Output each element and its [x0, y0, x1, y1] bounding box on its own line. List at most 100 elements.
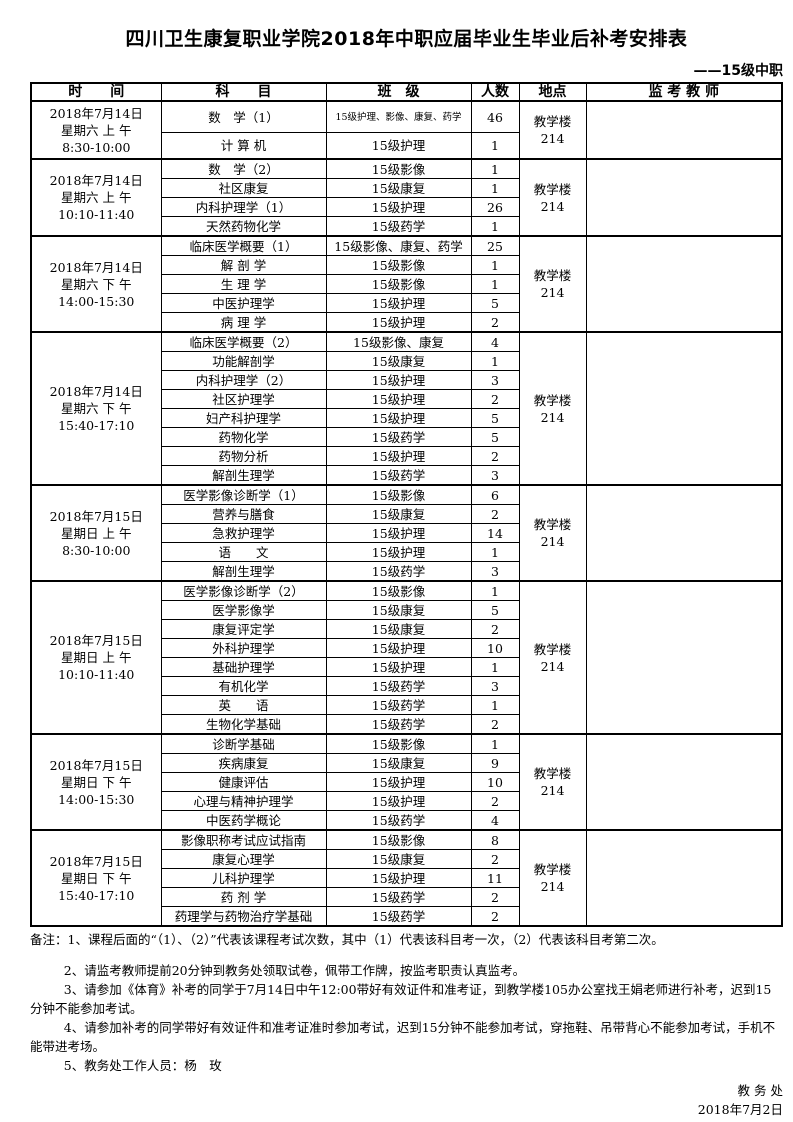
- table-row: 2018年7月14日 星期六 上 午 8:30-10:00 数 学（1） 15级护理、影…: [30, 100, 783, 160]
- subject-cell: 社区康复: [160, 178, 327, 198]
- invigilator-cell[interactable]: [585, 235, 783, 333]
- time-date: 2018年7月14日: [49, 105, 143, 121]
- location-cell: 教学楼214: [518, 100, 587, 160]
- subject-cell: 营养与膳食: [160, 504, 327, 524]
- table-row: 2018年7月14日 星期六 下 午 15:40-17:10 临床医学概要（2） 15级…: [30, 331, 783, 486]
- count-cell: 10: [470, 638, 520, 658]
- invigilator-cell[interactable]: [585, 484, 783, 582]
- class-cell: 15级护理: [325, 657, 472, 677]
- table-row: 语 文 15级护理 1: [31, 542, 782, 562]
- invigilator-cell[interactable]: [585, 733, 783, 831]
- count-cell: 25: [470, 235, 520, 256]
- count-cell: 2: [470, 849, 520, 869]
- subject-cell: 诊断学基础: [160, 733, 327, 754]
- subject-cell: 临床医学概要（2）: [160, 331, 327, 352]
- class-cell: 15级康复: [325, 600, 472, 620]
- subject-cell: 生物化学基础: [160, 714, 327, 735]
- subject-cell: 医学影像学: [160, 600, 327, 620]
- subject-cell: 功能解剖学: [160, 351, 327, 371]
- count-cell: 2: [470, 791, 520, 811]
- class-cell: 15级护理: [325, 791, 472, 811]
- subject-cell: 有机化学: [160, 676, 327, 696]
- count-cell: 5: [470, 427, 520, 447]
- invigilator-cell[interactable]: [585, 158, 783, 237]
- class-cell: 15级护理: [325, 638, 472, 658]
- time-day: 星期六 上 午: [61, 122, 132, 138]
- table-row: 2018年7月15日 星期日 下 午 14:00-15:30 诊断学基础 15级影像 1 教…: [30, 733, 783, 831]
- invigilator-cell[interactable]: [585, 829, 783, 927]
- table-row: 药物分析 15级护理 2: [31, 446, 782, 466]
- signature-office: 教 务 处: [737, 1083, 783, 1098]
- header-count: 人数: [470, 82, 520, 102]
- count-cell: 1: [470, 132, 520, 160]
- subject-cell: 内科护理学（1）: [160, 197, 327, 217]
- class-cell: 15级护理: [325, 312, 472, 333]
- table-row: 2018年7月15日 星期日 上 午 10:10-11:40 医学影像诊断学（2） 15…: [30, 580, 783, 735]
- table-row: 2018年7月15日 星期日 下 午 15:40-17:10 影像职称考试应试指南 15…: [30, 829, 783, 927]
- subject-cell: 影像职称考试应试指南: [160, 829, 327, 850]
- subject-cell: 药理学与药物治疗学基础: [160, 906, 327, 927]
- count-cell: 2: [470, 389, 520, 409]
- table-row: 内科护理学（2） 15级护理 3: [31, 370, 782, 390]
- time-cell: 2018年7月15日 星期日 下 午 15:40-17:10: [30, 829, 162, 927]
- subject-cell: 基础护理学: [160, 657, 327, 677]
- count-cell: 6: [470, 484, 520, 505]
- class-cell: 15级护理: [325, 446, 472, 466]
- count-cell: 8: [470, 829, 520, 850]
- table-row: 解剖生理学 15级药学 3: [31, 465, 782, 486]
- class-cell: 15级康复: [325, 619, 472, 639]
- exam-schedule-table: 时 间 科 目 班 级 人数 地点 监 考 教 师 2018年7月14日 星期六 …: [30, 82, 783, 927]
- class-cell: 15级护理、影像、康复、药学: [325, 100, 472, 133]
- subject-cell: 解剖生理学: [160, 561, 327, 582]
- table-row: 康复心理学 15级康复 2: [31, 849, 782, 869]
- count-cell: 14: [470, 523, 520, 543]
- location-cell: 教学楼214: [518, 829, 587, 927]
- count-cell: 9: [470, 753, 520, 773]
- subtitle: ——15级中职: [693, 63, 783, 79]
- time-cell: 2018年7月15日 星期日 上 午 10:10-11:40: [30, 580, 162, 735]
- invigilator-cell[interactable]: [585, 100, 783, 160]
- invigilator-cell[interactable]: [585, 331, 783, 486]
- notes: 备注：1、课程后面的“（1）、（2）”代表该课程考试次数，其中（1）代表该科目考…: [30, 930, 780, 1075]
- table-row: 药 剂 学 15级药学 2: [31, 887, 782, 907]
- class-cell: 15级护理: [325, 868, 472, 888]
- header-location: 地点: [518, 82, 587, 102]
- location-cell: 教学楼214: [518, 484, 587, 582]
- time-date: 2018年7月15日: [49, 633, 143, 648]
- location-cell: 教学楼214: [518, 235, 587, 333]
- subject-cell: 儿科护理学: [160, 868, 327, 888]
- class-cell: 15级影像、康复: [325, 331, 472, 352]
- time-day: 星期日 上 午: [61, 650, 132, 665]
- subject-cell: 中医药学概论: [160, 810, 327, 831]
- table-row: 心理与精神护理学 15级护理 2: [31, 791, 782, 811]
- note-5: 5、教务处工作人员：杨 玫: [63, 1058, 222, 1073]
- count-cell: 2: [470, 887, 520, 907]
- class-cell: 15级影像: [325, 733, 472, 754]
- count-cell: 2: [470, 906, 520, 927]
- time-date: 2018年7月15日: [49, 508, 143, 524]
- invigilator-cell[interactable]: [585, 580, 783, 735]
- count-cell: 4: [470, 331, 520, 352]
- location-cell: 教学楼214: [518, 331, 587, 486]
- class-cell: 15级药学: [325, 810, 472, 831]
- count-cell: 10: [470, 772, 520, 792]
- table-row: 计 算 机 15级护理 1: [31, 132, 782, 160]
- note-2: 2、请监考教师提前20分钟到教务处领取试卷，佩带工作牌，按监考职责认真监考。: [63, 963, 526, 978]
- time-day: 星期日 上 午: [61, 525, 132, 541]
- time-cell: 2018年7月14日 星期六 上 午 8:30-10:00: [30, 100, 162, 160]
- time-day: 星期六 下 午: [61, 401, 132, 416]
- class-cell: 15级药学: [325, 465, 472, 486]
- class-cell: 15级康复: [325, 753, 472, 773]
- subject-cell: 药物化学: [160, 427, 327, 447]
- count-cell: 3: [470, 676, 520, 696]
- time-period: 15:40-17:10: [58, 418, 135, 433]
- count-cell: 1: [470, 695, 520, 715]
- subject-cell: 数 学（2）: [160, 158, 327, 179]
- time-cell: 2018年7月15日 星期日 上 午 8:30-10:00: [30, 484, 162, 582]
- time-period: 14:00-15:30: [58, 293, 135, 309]
- location-cell: 教学楼214: [518, 158, 587, 237]
- table-row: 英 语 15级药学 1: [31, 695, 782, 715]
- table-row: 2018年7月14日 星期六 下 午 14:00-15:30 临床医学概要（1） 15级…: [30, 235, 783, 333]
- subject-cell: 药 剂 学: [160, 887, 327, 907]
